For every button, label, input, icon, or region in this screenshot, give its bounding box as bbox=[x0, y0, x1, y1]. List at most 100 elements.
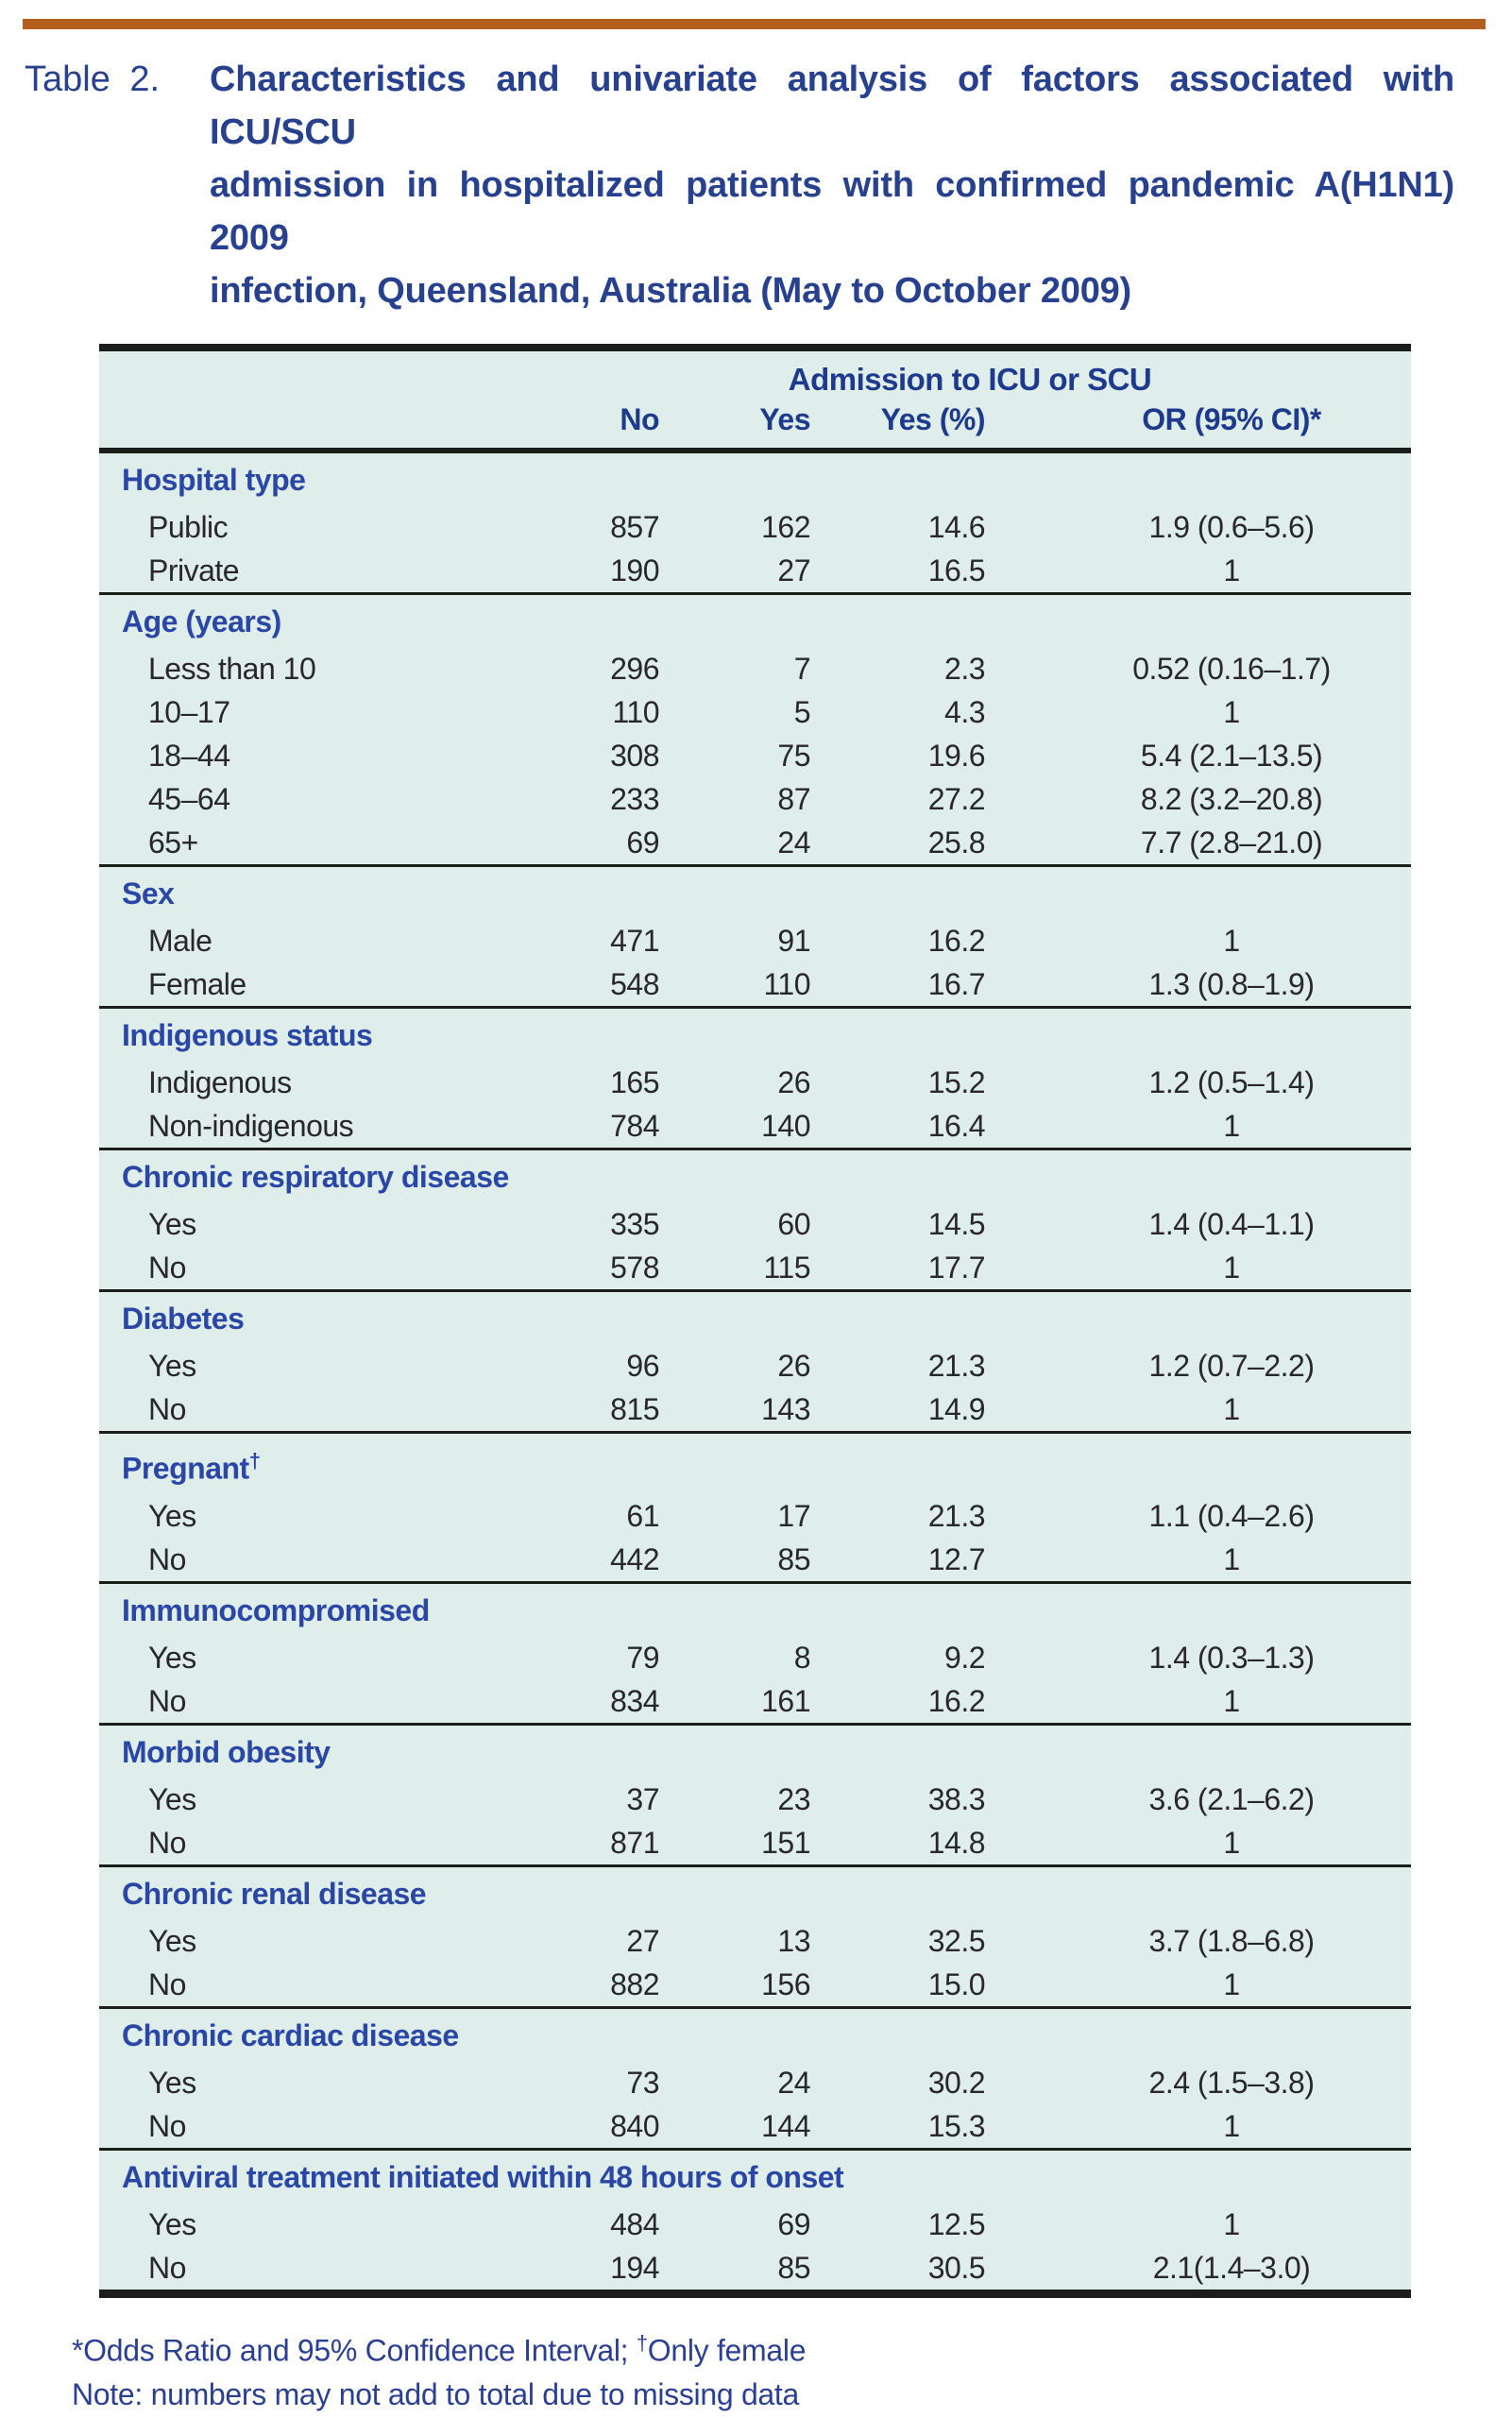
section-row: Age (years) bbox=[99, 594, 1411, 648]
cell-no: 233 bbox=[610, 782, 659, 816]
accent-bar bbox=[23, 19, 1486, 29]
cell-yes-pct: 14.8 bbox=[822, 1820, 996, 1867]
cell-or-ci: 0.52 (0.16–1.7) bbox=[1132, 652, 1331, 686]
cell-yes-pct: 14.9 bbox=[822, 1387, 996, 1434]
cell-or-ci: 1 bbox=[996, 1820, 1412, 1867]
cell-yes: 151 bbox=[671, 1820, 822, 1867]
section-row: Sex bbox=[99, 866, 1411, 920]
cell-label: 45–64 bbox=[148, 782, 230, 816]
cell-no: 110 bbox=[612, 695, 659, 729]
cell-label: No bbox=[99, 1387, 529, 1434]
cell-label: Male bbox=[148, 924, 212, 958]
cell-or-ci: 1 bbox=[996, 1962, 1412, 2009]
table-number-label: Table 2. bbox=[25, 60, 161, 99]
cell-yes-pct: 38.3 bbox=[927, 1781, 986, 1816]
cell-yes: 13 bbox=[777, 1923, 810, 1958]
characteristics-table: Admission to ICU or SCU No Yes Yes (%) O… bbox=[99, 344, 1412, 2298]
cell-label: No bbox=[99, 1962, 529, 2009]
cell-label: 18–44 bbox=[148, 739, 230, 773]
section-row: Chronic respiratory disease bbox=[99, 1149, 1411, 1203]
cell-yes-pct: 14.6 bbox=[927, 510, 986, 544]
cell-yes-pct: 17.7 bbox=[822, 1246, 996, 1292]
table-row: Yes 79 8 9.2 1.4 (0.3–1.3) bbox=[99, 1636, 1411, 1679]
cell-no: 784 bbox=[529, 1104, 671, 1150]
cell-no: 79 bbox=[626, 1640, 659, 1675]
table-title-line-2: admission in hospitalized patients with … bbox=[210, 165, 1454, 258]
section-row: Indigenous status bbox=[99, 1008, 1411, 1062]
cell-or-ci: 7.7 (2.8–21.0) bbox=[996, 821, 1412, 867]
cell-or-ci: 1.4 (0.3–1.3) bbox=[1148, 1640, 1315, 1675]
cell-or-ci: 1.3 (0.8–1.9) bbox=[996, 962, 1412, 1009]
section-header: Diabetes bbox=[122, 1302, 245, 1336]
cell-label: Private bbox=[99, 549, 529, 595]
section-row: Antiviral treatment initiated within 48 … bbox=[99, 2149, 1411, 2203]
cell-yes: 7 bbox=[793, 652, 811, 686]
cell-or-ci: 2.4 (1.5–3.8) bbox=[1148, 2065, 1315, 2100]
cell-label: Less than 10 bbox=[148, 652, 316, 686]
cell-or-ci: 1.9 (0.6–5.6) bbox=[1148, 510, 1315, 544]
cell-or-ci: 1 bbox=[996, 1678, 1412, 1726]
table-row: Non-indigenous 784 140 16.4 1 bbox=[99, 1104, 1412, 1150]
section-header: Chronic renal disease bbox=[122, 1876, 427, 1911]
section-row: Pregnant† bbox=[99, 1433, 1411, 1494]
section-header: Pregnant† bbox=[122, 1449, 261, 1486]
cell-yes-pct: 16.7 bbox=[822, 962, 996, 1009]
cell-label: Indigenous bbox=[148, 1065, 292, 1099]
section-header: Sex bbox=[122, 877, 175, 911]
table-row: No 194 85 30.5 2.1(1.4–3.0) bbox=[99, 2246, 1411, 2294]
table-row: No 834 161 16.2 1 bbox=[99, 1678, 1412, 1726]
cell-no: 578 bbox=[529, 1246, 671, 1292]
cell-or-ci: 5.4 (2.1–13.5) bbox=[1140, 739, 1323, 773]
cell-yes: 115 bbox=[671, 1246, 822, 1292]
cell-yes: 143 bbox=[671, 1387, 822, 1434]
empty-header-cell bbox=[99, 348, 529, 399]
cell-or-ci: 1.2 (0.5–1.4) bbox=[1148, 1065, 1315, 1099]
cell-no: 871 bbox=[529, 1820, 671, 1867]
cell-yes-pct: 16.4 bbox=[822, 1104, 996, 1150]
table-caption: Table 2. Characteristics and univariate … bbox=[0, 53, 1512, 317]
cell-or-ci: 1.2 (0.7–2.2) bbox=[1148, 1349, 1315, 1383]
cell-yes: 27 bbox=[671, 549, 822, 595]
cell-yes-pct: 16.2 bbox=[927, 924, 986, 958]
section-header: Age (years) bbox=[122, 604, 281, 638]
cell-label: Yes bbox=[148, 1923, 196, 1958]
section-row: Chronic cardiac disease bbox=[99, 2007, 1411, 2061]
cell-yes: 17 bbox=[777, 1498, 810, 1533]
col-header-or: OR (95% CI)* bbox=[996, 399, 1412, 453]
cell-label: 10–17 bbox=[148, 695, 230, 729]
footnote-odds-ratio: *Odds Ratio and 95% Confidence Interval;… bbox=[72, 2330, 807, 2368]
cell-label: No bbox=[99, 1537, 529, 1584]
cell-yes: 87 bbox=[777, 782, 810, 816]
table-row: Yes 61 17 21.3 1.1 (0.4–2.6) bbox=[99, 1494, 1411, 1538]
section-header: Hospital type bbox=[122, 463, 306, 497]
cell-yes: 161 bbox=[671, 1678, 822, 1726]
cell-no: 308 bbox=[610, 739, 659, 773]
cell-label: Yes bbox=[148, 1640, 196, 1675]
cell-or-ci: 1.1 (0.4–2.6) bbox=[1148, 1498, 1315, 1533]
footnote-note: Note: numbers may not add to total due t… bbox=[72, 2377, 800, 2412]
cell-label: Public bbox=[148, 510, 229, 544]
cell-or-ci: 1 bbox=[1223, 695, 1240, 729]
col-header-yes-pct: Yes (%) bbox=[822, 399, 996, 453]
cell-yes-pct: 2.3 bbox=[944, 652, 985, 686]
cell-no: 73 bbox=[626, 2065, 659, 2100]
cell-yes-pct: 15.2 bbox=[927, 1065, 986, 1099]
table-row: No 815 143 14.9 1 bbox=[99, 1387, 1412, 1434]
cell-yes: 75 bbox=[777, 739, 810, 773]
table-row: 18–44 308 75 19.6 5.4 (2.1–13.5) bbox=[99, 734, 1411, 777]
table-row: No 840 144 15.3 1 bbox=[99, 2103, 1412, 2151]
section-row: Chronic renal disease bbox=[99, 1865, 1411, 1919]
section-row: Hospital type bbox=[99, 451, 1411, 505]
cell-label: Yes bbox=[148, 1498, 196, 1533]
table-row: No 442 85 12.7 1 bbox=[99, 1537, 1412, 1584]
cell-yes-pct: 25.8 bbox=[822, 821, 996, 867]
cell-label: No bbox=[99, 2103, 529, 2151]
cell-yes-pct: 16.2 bbox=[822, 1678, 996, 1726]
cell-no: 471 bbox=[610, 924, 659, 958]
table-row: Yes 484 69 12.5 1 bbox=[99, 2203, 1411, 2246]
cell-or-ci: 1 bbox=[996, 1387, 1412, 1434]
table-header: Admission to ICU or SCU No Yes Yes (%) O… bbox=[99, 348, 1412, 453]
cell-label: 65+ bbox=[99, 821, 529, 867]
cell-yes: 69 bbox=[777, 2206, 810, 2241]
cell-label: Non-indigenous bbox=[99, 1104, 529, 1150]
